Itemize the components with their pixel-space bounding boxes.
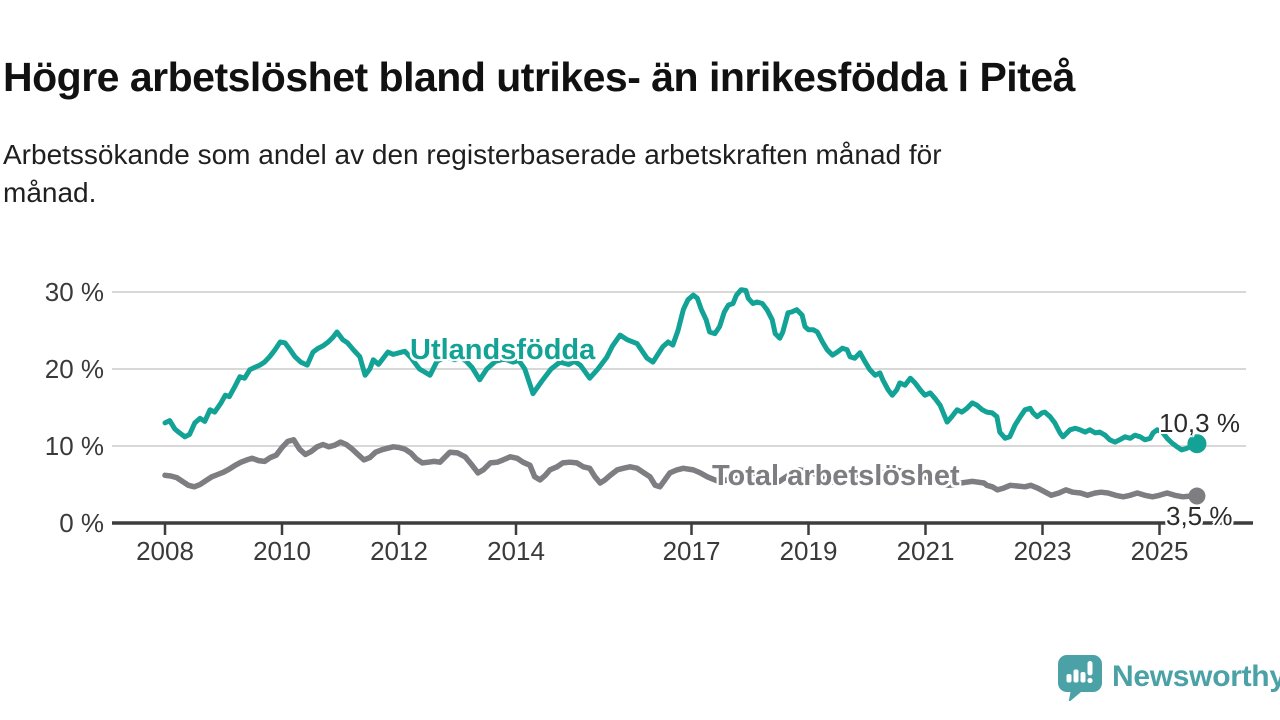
utlandsfodda-end-dot	[1187, 434, 1207, 454]
y-axis-label-20: 20 %	[45, 354, 104, 384]
series-label-total-arbetsloshet: Total arbetslöshet	[712, 460, 960, 492]
series-label-utlandsfodda: Utlandsfödda	[410, 334, 596, 366]
x-axis-label-2025: 2025	[1131, 536, 1189, 566]
chart-subtitle-line-2: månad.	[3, 177, 97, 209]
x-axis-label-2014: 2014	[487, 536, 545, 566]
total-end-dot	[1188, 487, 1206, 505]
newsworthy-branding: Newsworthy	[1056, 653, 1280, 701]
newsworthy-wordmark: Newsworthy	[1112, 660, 1280, 693]
x-axis-label-2012: 2012	[370, 536, 428, 566]
chart-subtitle-line-1: Arbetssökande som andel av den registerb…	[3, 139, 942, 170]
y-axis-label-0: 0 %	[59, 508, 104, 538]
chart-subtitle: Arbetssökande som andel av den registerb…	[3, 136, 1203, 212]
end-value-label-utlandsfodda: 10,3 %	[1159, 408, 1240, 438]
utlandsfodda-line	[162, 287, 1200, 453]
x-axis-label-2010: 2010	[253, 536, 311, 566]
x-axis-label-2019: 2019	[780, 536, 838, 566]
x-axis-label-2023: 2023	[1014, 536, 1072, 566]
end-value-label-total: 3,5 %	[1166, 501, 1233, 531]
x-axis-label-2008: 2008	[136, 536, 194, 566]
logo-bar-chart-glyph	[1066, 661, 1093, 684]
x-axis-label-2021: 2021	[897, 536, 955, 566]
logo-exclamation-dot	[1087, 677, 1093, 684]
y-axis-label-30: 30 %	[45, 277, 104, 307]
x-axis-label-2017: 2017	[663, 536, 721, 566]
newsworthy-logo-icon	[1058, 655, 1102, 701]
y-axis-label-10: 10 %	[45, 431, 104, 461]
logo-exclamation-bar	[1087, 661, 1093, 676]
total-arbetsloshet-line	[162, 437, 1200, 500]
page-title: Högre arbetslöshet bland utrikes- än inr…	[3, 54, 1075, 101]
